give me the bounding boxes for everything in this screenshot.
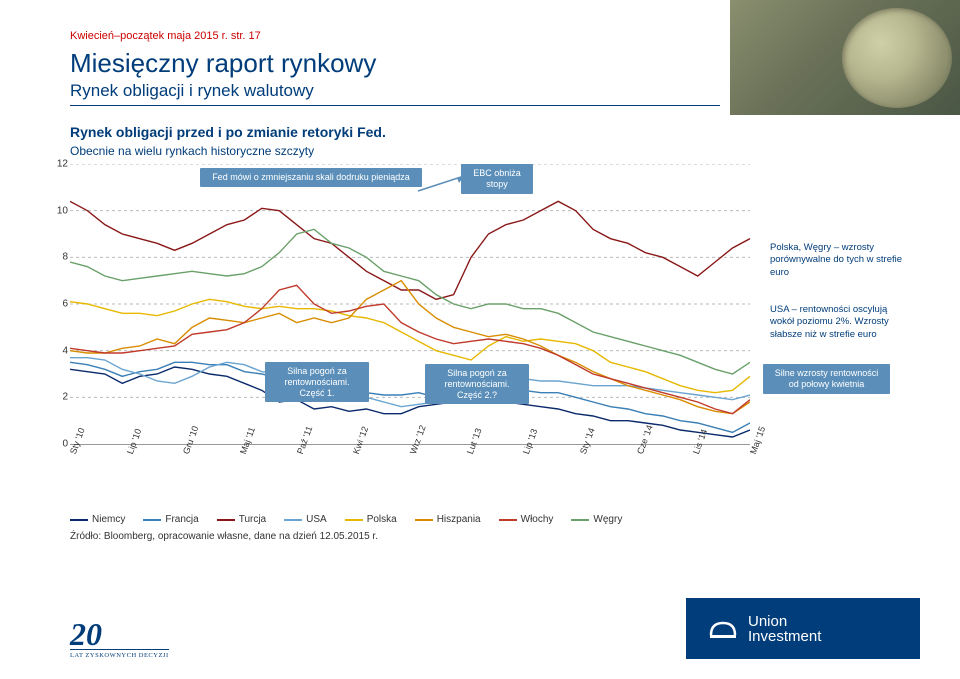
x-axis: Sty '10Lip '10Gru '10Maj '11Paź '11Kwi '… — [70, 446, 750, 486]
chart-annotation: Fed mówi o zmniejszaniu skali dodruku pi… — [200, 168, 422, 187]
logo-20-number: 20 — [70, 620, 169, 649]
y-tick: 8 — [62, 252, 68, 263]
series-usa — [70, 358, 750, 407]
chart-subtitle: Obecnie na wielu rynkach historyczne szc… — [70, 144, 920, 158]
divider — [70, 105, 720, 106]
legend-item: Turcja — [217, 514, 266, 525]
chart-annotation: EBC obniża stopy — [461, 164, 533, 194]
legend-item: Włochy — [499, 514, 554, 525]
legend-item: Polska — [345, 514, 397, 525]
chart-title: Rynek obligacji przed i po zmianie retor… — [70, 124, 920, 140]
legend-label: Niemcy — [92, 514, 125, 525]
chart-annotation: Silna pogoń za rentownościami. Część 2.? — [425, 364, 529, 404]
legend: Niemcy Francja Turcja USA Polska Hiszpania Wło… — [70, 514, 750, 525]
ui-line1: Union — [748, 614, 821, 630]
legend-label: Turcja — [239, 514, 266, 525]
chart-svg — [70, 164, 750, 444]
series-turcja — [70, 201, 750, 299]
page-subtitle: Rynek obligacji i rynek walutowy — [70, 81, 920, 101]
legend-label: USA — [306, 514, 327, 525]
legend-label: Hiszpania — [437, 514, 481, 525]
chart-side-note: Polska, Węgry – wzrosty porównywalne do … — [770, 242, 910, 279]
chart: 024681012 Sty '10Lip '10Gru '10Maj '11Pa… — [70, 164, 920, 474]
legend-swatch — [499, 519, 517, 521]
legend-label: Francja — [165, 514, 198, 525]
legend-item: Niemcy — [70, 514, 125, 525]
source-text: Źródło: Bloomberg, opracowanie własne, d… — [70, 531, 920, 542]
series-węgry — [70, 229, 750, 374]
x-label: Maj '15 — [748, 425, 767, 455]
footer: 20 LAT ZYSKOWNYCH DECYZJI Union Investme… — [70, 598, 920, 660]
ui-line2: Investment — [748, 629, 821, 645]
ui-mark-icon — [708, 615, 738, 643]
y-tick: 4 — [62, 345, 68, 356]
legend-swatch — [70, 519, 88, 521]
legend-swatch — [217, 519, 235, 521]
legend-swatch — [415, 519, 433, 521]
chart-annotation: Silna pogoń za rentownościami. Część 1. — [265, 362, 369, 402]
legend-label: Polska — [367, 514, 397, 525]
y-tick: 2 — [62, 392, 68, 403]
legend-swatch — [571, 519, 589, 521]
page-title: Miesięczny raport rynkowy — [70, 48, 920, 79]
legend-item: USA — [284, 514, 327, 525]
logo-union-investment: Union Investment — [686, 598, 920, 660]
chart-side-note: USA – rentowności oscylują wokół poziomu… — [770, 304, 910, 341]
page: Kwiecień–początek maja 2015 r. str. 17 M… — [0, 0, 960, 679]
chart-annotation: Silne wzrosty rentowności od połowy kwie… — [763, 364, 890, 394]
legend-item: Węgry — [571, 514, 622, 525]
legend-label: Węgry — [593, 514, 622, 525]
legend-swatch — [284, 519, 302, 521]
legend-item: Hiszpania — [415, 514, 481, 525]
y-tick: 10 — [57, 205, 68, 216]
legend-swatch — [345, 519, 363, 521]
logo-anniversary: 20 LAT ZYSKOWNYCH DECYZJI — [70, 620, 169, 659]
y-tick: 12 — [57, 159, 68, 170]
y-tick: 6 — [62, 299, 68, 310]
header-date: Kwiecień–początek maja 2015 r. str. 17 — [70, 30, 920, 42]
y-tick: 0 — [62, 439, 68, 450]
plot-area — [70, 164, 750, 445]
legend-swatch — [143, 519, 161, 521]
ui-text: Union Investment — [748, 614, 821, 646]
y-axis: 024681012 — [50, 164, 70, 444]
legend-label: Włochy — [521, 514, 554, 525]
legend-item: Francja — [143, 514, 198, 525]
